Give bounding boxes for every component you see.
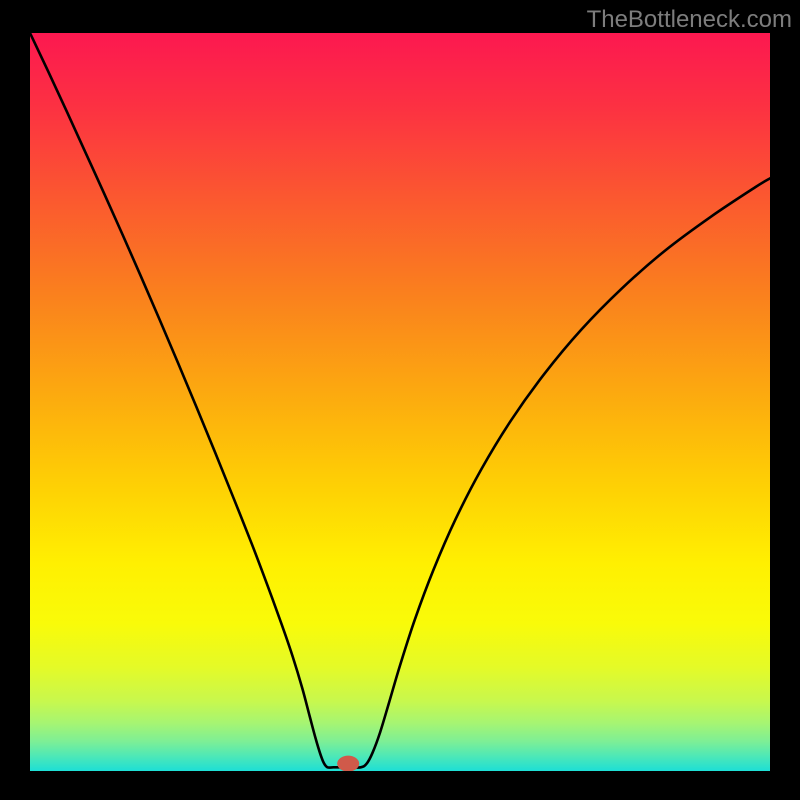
plot-area: [30, 33, 770, 771]
chart-background: [30, 33, 770, 771]
chart-frame: TheBottleneck.com: [0, 0, 800, 800]
chart-svg: [30, 33, 770, 771]
optimal-point-marker: [337, 756, 359, 771]
watermark-text: TheBottleneck.com: [587, 6, 792, 34]
